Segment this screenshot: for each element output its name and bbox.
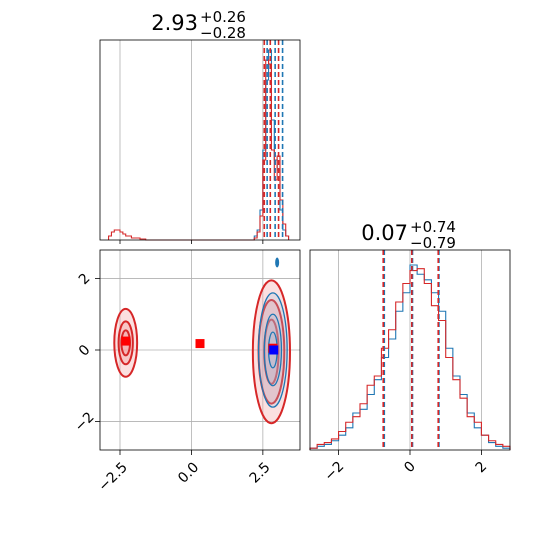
joint-panel: −2.5 0.0 2.5 −2 0 2 <box>72 249 301 495</box>
joint-tick-label-y: 2 <box>76 270 94 288</box>
joint-tick-label-y: −2 <box>72 409 98 435</box>
joint-marker <box>269 345 279 355</box>
joint-tick-label-y: 0 <box>76 342 94 360</box>
marginal-x-title: 2.93 <box>151 11 198 35</box>
joint-marker <box>121 336 131 346</box>
joint-blue-blob <box>275 257 280 268</box>
joint-tick-label-x: 0.0 <box>175 460 202 487</box>
marginal-y-tick-label: −2 <box>321 459 347 485</box>
marginal-y-histogram-series-1 <box>309 268 511 450</box>
marginal-y-title: 0.07 <box>361 221 408 245</box>
marginal-y-title-minus: −0.79 <box>410 234 456 252</box>
marginal-y-title-value: 0.07 <box>361 221 408 245</box>
joint-marker <box>195 339 205 349</box>
marginal-x-histogram-series-1 <box>108 59 290 241</box>
marginal-x-title-minus: −0.28 <box>200 24 246 42</box>
joint-tick-label-x: −2.5 <box>95 460 130 495</box>
marginal-y-tick-label: 2 <box>473 459 491 477</box>
marginal-x-panel: 2.93 +0.26 −0.28 <box>99 8 301 244</box>
marginal-y-title-plus: +0.74 <box>410 218 456 236</box>
marginal-y-panel: 0.07 +0.74 −0.79 −2 0 2 <box>309 218 511 485</box>
marginal-y-tick-label: 0 <box>401 459 419 477</box>
joint-tick-label-x: 2.5 <box>247 460 274 487</box>
marginal-x-title-value: 2.93 <box>151 11 198 35</box>
marginal-x-title-plus: +0.26 <box>200 8 246 26</box>
marginal-x-frame <box>99 39 301 241</box>
